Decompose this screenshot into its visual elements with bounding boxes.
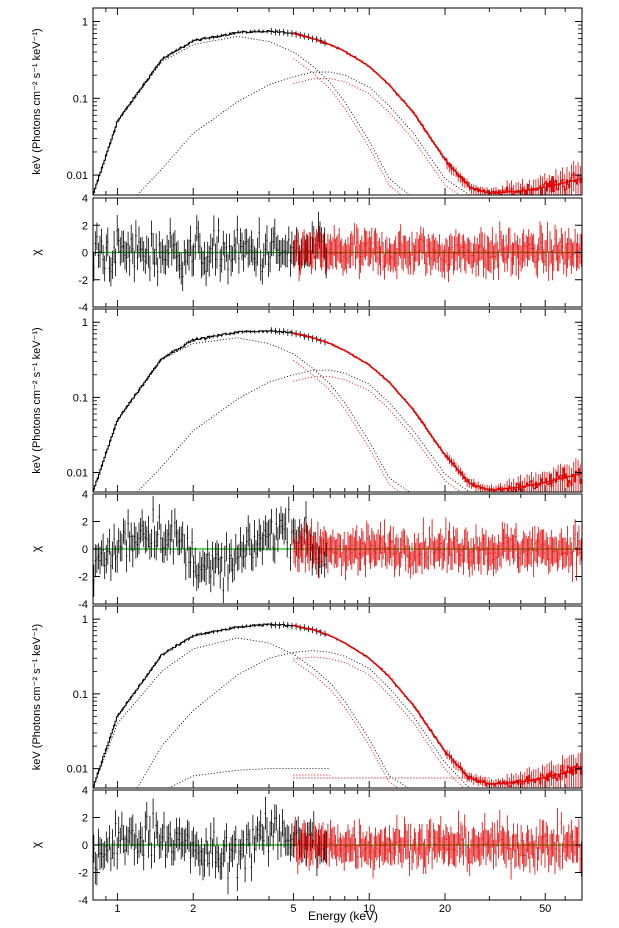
residual-y-tick-label: 0	[82, 840, 88, 852]
total-model-curve	[293, 32, 582, 194]
residual-plot-area	[93, 495, 582, 604]
residual-y-axis-title: χ	[29, 545, 43, 552]
residual-y-tick-label: 4	[82, 785, 88, 797]
residual-y-tick-label: -2	[78, 868, 88, 880]
residual-plot-area	[93, 211, 582, 292]
spectrum-y-tick-label: 1	[82, 317, 88, 329]
residual-y-axis-title: χ	[29, 841, 43, 848]
hard-data-spectrum	[293, 624, 582, 787]
spectrum-y-axis-title: keV (Photons cm⁻² s⁻¹ keV⁻¹)	[31, 327, 43, 473]
residual-y-tick-label: 4	[82, 489, 88, 501]
residual-y-tick-label: -4	[78, 895, 88, 907]
residual-plot-area	[93, 796, 582, 895]
x-tick-label: 1	[114, 903, 120, 915]
x-tick-label: 20	[439, 903, 451, 915]
spectrum-y-tick-label: 1	[82, 614, 88, 626]
spectrum-plot-area	[93, 621, 582, 788]
residual-y-tick-label: 4	[82, 193, 88, 205]
spectrum-frame	[92, 7, 583, 196]
soft-data-spectrum	[93, 30, 327, 193]
spectrum-y-tick-label: 0.1	[73, 392, 88, 404]
model-component-comp-a-hard	[293, 58, 403, 195]
model-component-comp-a-hard	[293, 660, 400, 788]
residual-y-tick-label: -4	[78, 599, 88, 611]
residual-y-tick-label: 2	[82, 220, 88, 232]
spectrum-plot-area	[93, 27, 582, 195]
x-tick-label: 10	[363, 903, 375, 915]
spectrum-frame	[92, 605, 583, 789]
residual-y-tick-label: 0	[82, 544, 88, 556]
spectrum-y-tick-label: 0.01	[67, 467, 88, 479]
hard-data-spectrum	[293, 32, 582, 195]
panel-3: 1 0.1 0.01 keV (Photons cm⁻² s⁻¹ keV⁻¹) -4 -2…	[29, 605, 583, 907]
spectrum-y-tick-label: 1	[82, 17, 88, 29]
residual-y-tick-label: -4	[78, 302, 88, 314]
residual-y-tick-label: -2	[78, 275, 88, 287]
panel-1: 1 0.1 0.01 keV (Photons cm⁻² s⁻¹ keV⁻¹) -4 -2…	[29, 7, 583, 314]
model-component-comp-a-hard	[293, 359, 401, 492]
plot-layer: 1 0.1 0.01 keV (Photons cm⁻² s⁻¹ keV⁻¹) -4 -2…	[29, 7, 583, 915]
model-component-comp-a-soft	[93, 637, 410, 788]
x-tick-label: 50	[539, 903, 551, 915]
residual-y-axis-title: χ	[29, 249, 43, 256]
soft-data-spectrum	[93, 329, 327, 490]
x-tick-label: 2	[190, 903, 196, 915]
spectrum-plot-area	[93, 327, 582, 492]
model-component-comp-a-soft	[93, 36, 411, 195]
total-model-curve	[293, 332, 582, 491]
residual-y-tick-label: 0	[82, 248, 88, 260]
soft-data-spectrum	[93, 623, 327, 787]
spectrum-y-axis-title: keV (Photons cm⁻² s⁻¹ keV⁻¹)	[31, 28, 43, 174]
total-model-curve	[293, 624, 582, 785]
x-axis-title: Energy (keV)	[308, 909, 378, 923]
panel-2: 1 0.1 0.01 keV (Photons cm⁻² s⁻¹ keV⁻¹) -4 -2…	[29, 308, 583, 611]
spectrum-y-tick-label: 0.1	[73, 689, 88, 701]
spectrum-y-tick-label: 0.1	[73, 93, 88, 105]
model-component-comp-a-soft	[93, 337, 410, 492]
residual-y-tick-label: 2	[82, 517, 88, 529]
spectrum-y-tick-label: 0.01	[67, 170, 88, 182]
x-tick-label: 5	[290, 903, 296, 915]
spectrum-y-tick-label: 0.01	[67, 764, 88, 776]
residual-y-tick-label: -2	[78, 572, 88, 584]
model-component-comp-b-soft	[136, 71, 470, 195]
model-component-comp-b-soft	[136, 650, 470, 788]
hard-data-spectrum	[293, 333, 582, 492]
residual-y-tick-label: 2	[82, 813, 88, 825]
spectrum-y-axis-title: keV (Photons cm⁻² s⁻¹ keV⁻¹)	[31, 624, 43, 770]
model-component-comp-b-hard	[293, 376, 462, 492]
model-component-comp-b-hard	[293, 78, 461, 195]
model-component-comp-b-soft	[136, 369, 470, 492]
model-component-comp-b-hard	[293, 656, 464, 788]
